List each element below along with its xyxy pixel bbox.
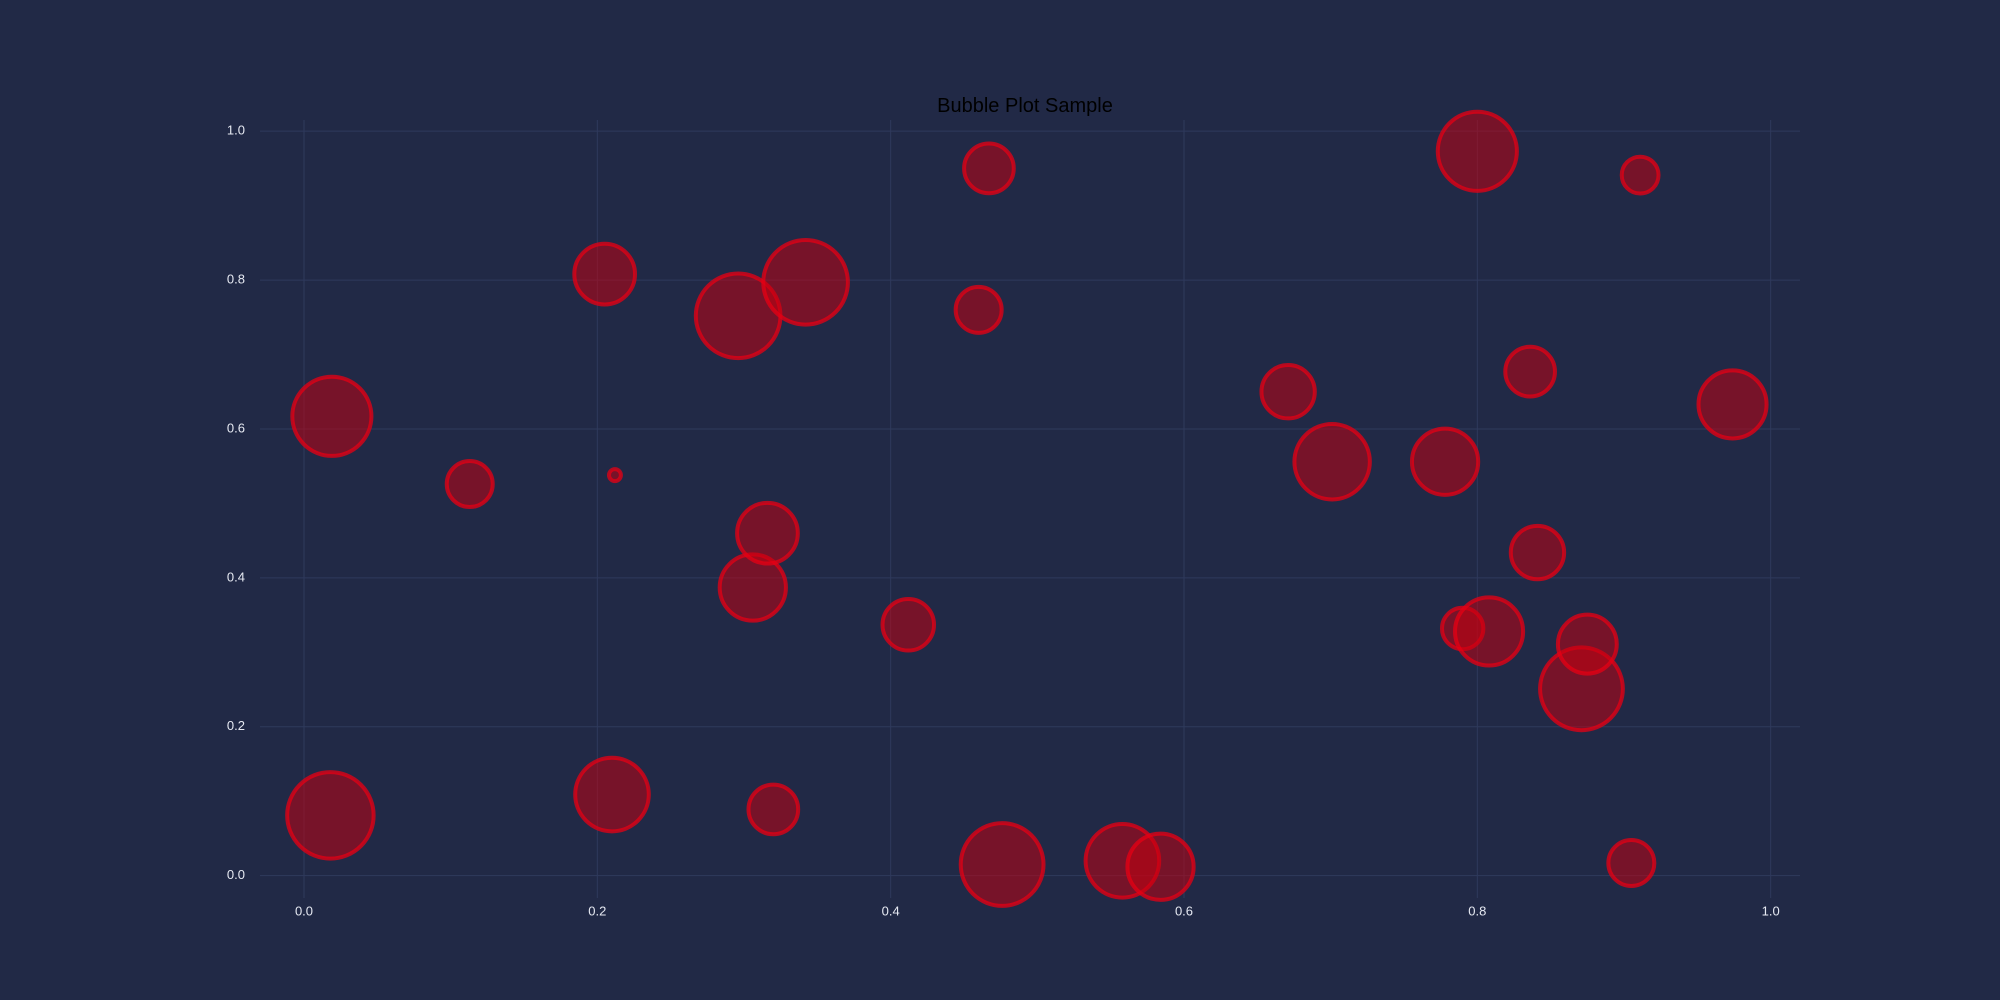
bubble-point (572, 241, 638, 307)
y-tick-label: 0.4 (227, 569, 245, 584)
bubble-point (1508, 523, 1567, 582)
bubble-point (962, 141, 1016, 196)
bubble-point (1453, 595, 1526, 668)
bubble-point (1555, 612, 1619, 676)
bubble-point (1503, 344, 1557, 399)
bubble-point (1409, 426, 1481, 497)
bubble-point (1125, 831, 1196, 902)
bubble-point (1696, 368, 1769, 441)
bubble-point (573, 755, 651, 834)
bubble-point (285, 770, 376, 861)
y-axis-ticks: 0.0 0.2 0.4 0.6 0.8 1.0 (227, 123, 245, 882)
bubble-point (761, 237, 850, 327)
y-tick-label: 0.8 (227, 272, 245, 287)
x-tick-label: 0.2 (588, 904, 606, 919)
bubble-point (1292, 422, 1372, 502)
y-tick-label: 0.6 (227, 420, 245, 435)
bubble-point (1259, 363, 1317, 421)
bubble-point (1435, 109, 1519, 193)
bubble-point (1619, 154, 1661, 196)
x-tick-label: 0.8 (1468, 904, 1486, 919)
bubble-series (285, 109, 1769, 908)
x-tick-label: 1.0 (1762, 904, 1780, 919)
bubble-point (606, 467, 623, 484)
bubble-point (1606, 838, 1657, 889)
x-tick-label: 0.6 (1175, 904, 1193, 919)
x-tick-label: 0.4 (882, 904, 900, 919)
y-tick-label: 0.0 (227, 867, 245, 882)
x-axis-ticks: 0.0 0.2 0.4 0.6 0.8 1.0 (295, 904, 1780, 919)
bubble-point (953, 284, 1004, 335)
bubble-point (444, 459, 495, 510)
bubble-point (735, 500, 800, 566)
y-tick-label: 1.0 (227, 123, 245, 138)
bubble-point (880, 597, 937, 653)
y-tick-label: 0.2 (227, 718, 245, 733)
chart-title: Bubble Plot Sample (937, 95, 1113, 117)
bubble-point (290, 374, 374, 458)
bubble-point (746, 782, 801, 837)
bubble-point (958, 821, 1046, 908)
grid (260, 120, 1800, 898)
x-tick-label: 0.0 (295, 904, 313, 919)
